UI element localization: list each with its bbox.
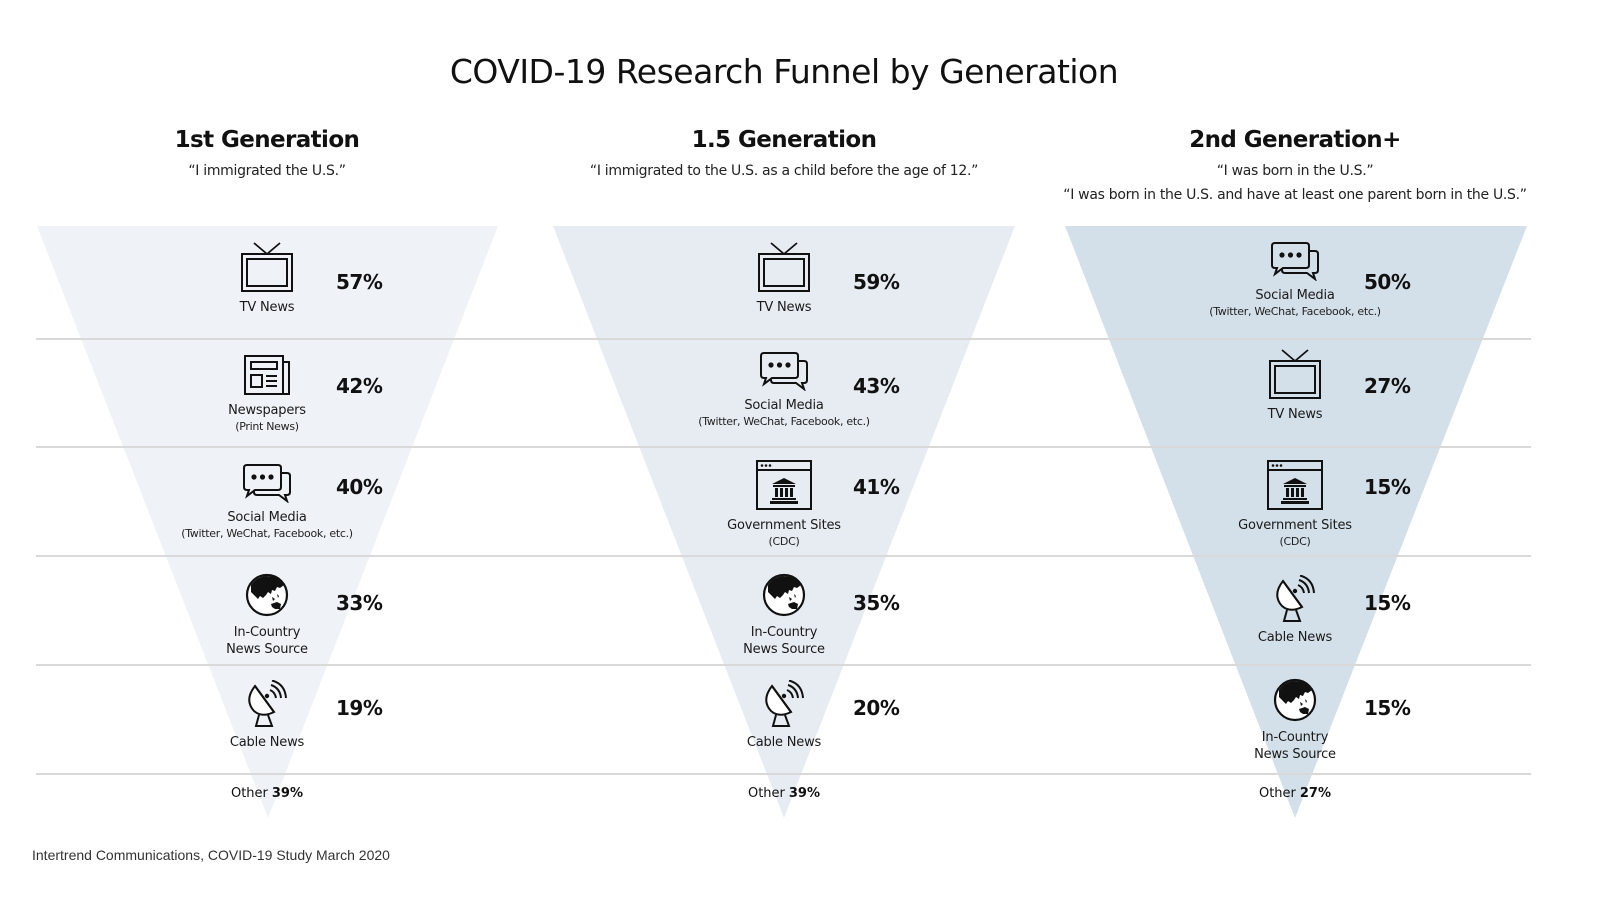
tv-icon (674, 241, 894, 293)
item-percentage: 50% (1364, 270, 1411, 294)
item-percentage: 42% (336, 374, 383, 398)
globe-icon (1185, 677, 1405, 723)
generation-quote: “I was born in the U.S.” (1216, 163, 1374, 179)
globe-icon (674, 572, 894, 618)
other-share: Other 39% (167, 786, 367, 801)
funnel-item: Government Sites (CDC) (1185, 459, 1405, 550)
funnel-shape (37, 226, 498, 818)
generation-name: 2nd Generation+ (1189, 127, 1401, 153)
generation-quote: “I immigrated the U.S.” (188, 163, 346, 179)
chat-bubbles-icon (157, 463, 377, 503)
generation-header: 1st Generation “I immigrated the U.S.” (0, 127, 567, 179)
funnel-item: In-Country News Source (1185, 677, 1405, 763)
item-percentage: 15% (1364, 696, 1411, 720)
item-label: Government Sites (727, 518, 841, 533)
other-share: Other 39% (684, 786, 884, 801)
item-label: TV News (1267, 407, 1323, 422)
item-label-line2: News Source (743, 642, 825, 657)
item-label: In-Country (233, 625, 301, 640)
chat-bubbles-icon (1185, 241, 1405, 281)
item-label: Government Sites (1238, 518, 1352, 533)
item-percentage: 15% (1364, 591, 1411, 615)
item-sublabel: (CDC) (768, 535, 800, 548)
other-value: 39% (271, 786, 304, 801)
other-share: Other 27% (1195, 786, 1395, 801)
item-percentage: 41% (853, 475, 900, 499)
generation-name: 1.5 Generation (691, 127, 877, 153)
item-label: Cable News (229, 735, 305, 750)
item-sublabel: (Twitter, WeChat, Facebook, etc.) (1209, 305, 1381, 318)
item-sublabel: (Twitter, WeChat, Facebook, etc.) (181, 527, 353, 540)
generation-name: 1st Generation (174, 127, 360, 153)
item-percentage: 57% (336, 270, 383, 294)
item-percentage: 59% (853, 270, 900, 294)
item-label: In-Country (1261, 730, 1329, 745)
generation-quote: “I immigrated to the U.S. as a child bef… (589, 163, 979, 179)
item-percentage: 19% (336, 696, 383, 720)
item-label: TV News (756, 300, 812, 315)
item-label-line2: News Source (226, 642, 308, 657)
funnel-shape (553, 226, 1015, 818)
item-label: Cable News (746, 735, 822, 750)
funnel-item: TV News (157, 241, 377, 316)
funnel-item: In-Country News Source (674, 572, 894, 658)
funnel-shape (1065, 226, 1527, 818)
funnel-item: Social Media (Twitter, WeChat, Facebook, … (1185, 241, 1405, 320)
funnel-item: Newspapers (Print News) (157, 354, 377, 435)
generation-header: 1.5 Generation “I immigrated to the U.S. … (484, 127, 1084, 179)
item-label: Social Media (1255, 288, 1335, 303)
item-percentage: 33% (336, 591, 383, 615)
satellite-dish-icon (157, 680, 377, 728)
newspaper-icon (157, 354, 377, 396)
funnel-item: Cable News (1185, 575, 1405, 646)
item-sublabel: (Print News) (235, 420, 299, 433)
generation-quote: “I was born in the U.S. and have at leas… (1063, 187, 1527, 203)
source-note: Intertrend Communications, COVID-19 Stud… (32, 847, 390, 863)
satellite-dish-icon (1185, 575, 1405, 623)
item-label: Cable News (1257, 630, 1333, 645)
tv-icon (157, 241, 377, 293)
item-label: TV News (239, 300, 295, 315)
item-label: Social Media (227, 510, 307, 525)
item-percentage: 40% (336, 475, 383, 499)
item-percentage: 15% (1364, 475, 1411, 499)
funnel-item: In-Country News Source (157, 572, 377, 658)
other-label: Other (230, 786, 268, 801)
government-site-icon (1185, 459, 1405, 511)
chat-bubbles-icon (674, 351, 894, 391)
government-site-icon (674, 459, 894, 511)
item-percentage: 20% (853, 696, 900, 720)
funnel-item: Government Sites (CDC) (674, 459, 894, 550)
funnel-item: Cable News (157, 680, 377, 751)
funnel-item: Social Media (Twitter, WeChat, Facebook, … (157, 463, 377, 542)
other-label: Other (747, 786, 785, 801)
item-sublabel: (CDC) (1279, 535, 1311, 548)
chart-title: COVID-19 Research Funnel by Generation (449, 52, 1119, 91)
other-value: 39% (788, 786, 821, 801)
item-label: Newspapers (228, 403, 306, 418)
item-percentage: 43% (853, 374, 900, 398)
item-label: In-Country (750, 625, 818, 640)
funnel-item: TV News (674, 241, 894, 316)
generation-header: 2nd Generation+ “I was born in the U.S.” “… (995, 127, 1595, 203)
funnel-item: Social Media (Twitter, WeChat, Facebook, … (674, 351, 894, 430)
globe-icon (157, 572, 377, 618)
item-label-line2: News Source (1254, 747, 1336, 762)
item-sublabel: (Twitter, WeChat, Facebook, etc.) (698, 415, 870, 428)
item-label: Social Media (744, 398, 824, 413)
tv-icon (1185, 348, 1405, 400)
satellite-dish-icon (674, 680, 894, 728)
item-percentage: 27% (1364, 374, 1411, 398)
funnel-item: TV News (1185, 348, 1405, 423)
funnel-item: Cable News (674, 680, 894, 751)
other-label: Other (1258, 786, 1296, 801)
item-percentage: 35% (853, 591, 900, 615)
other-value: 27% (1299, 786, 1332, 801)
